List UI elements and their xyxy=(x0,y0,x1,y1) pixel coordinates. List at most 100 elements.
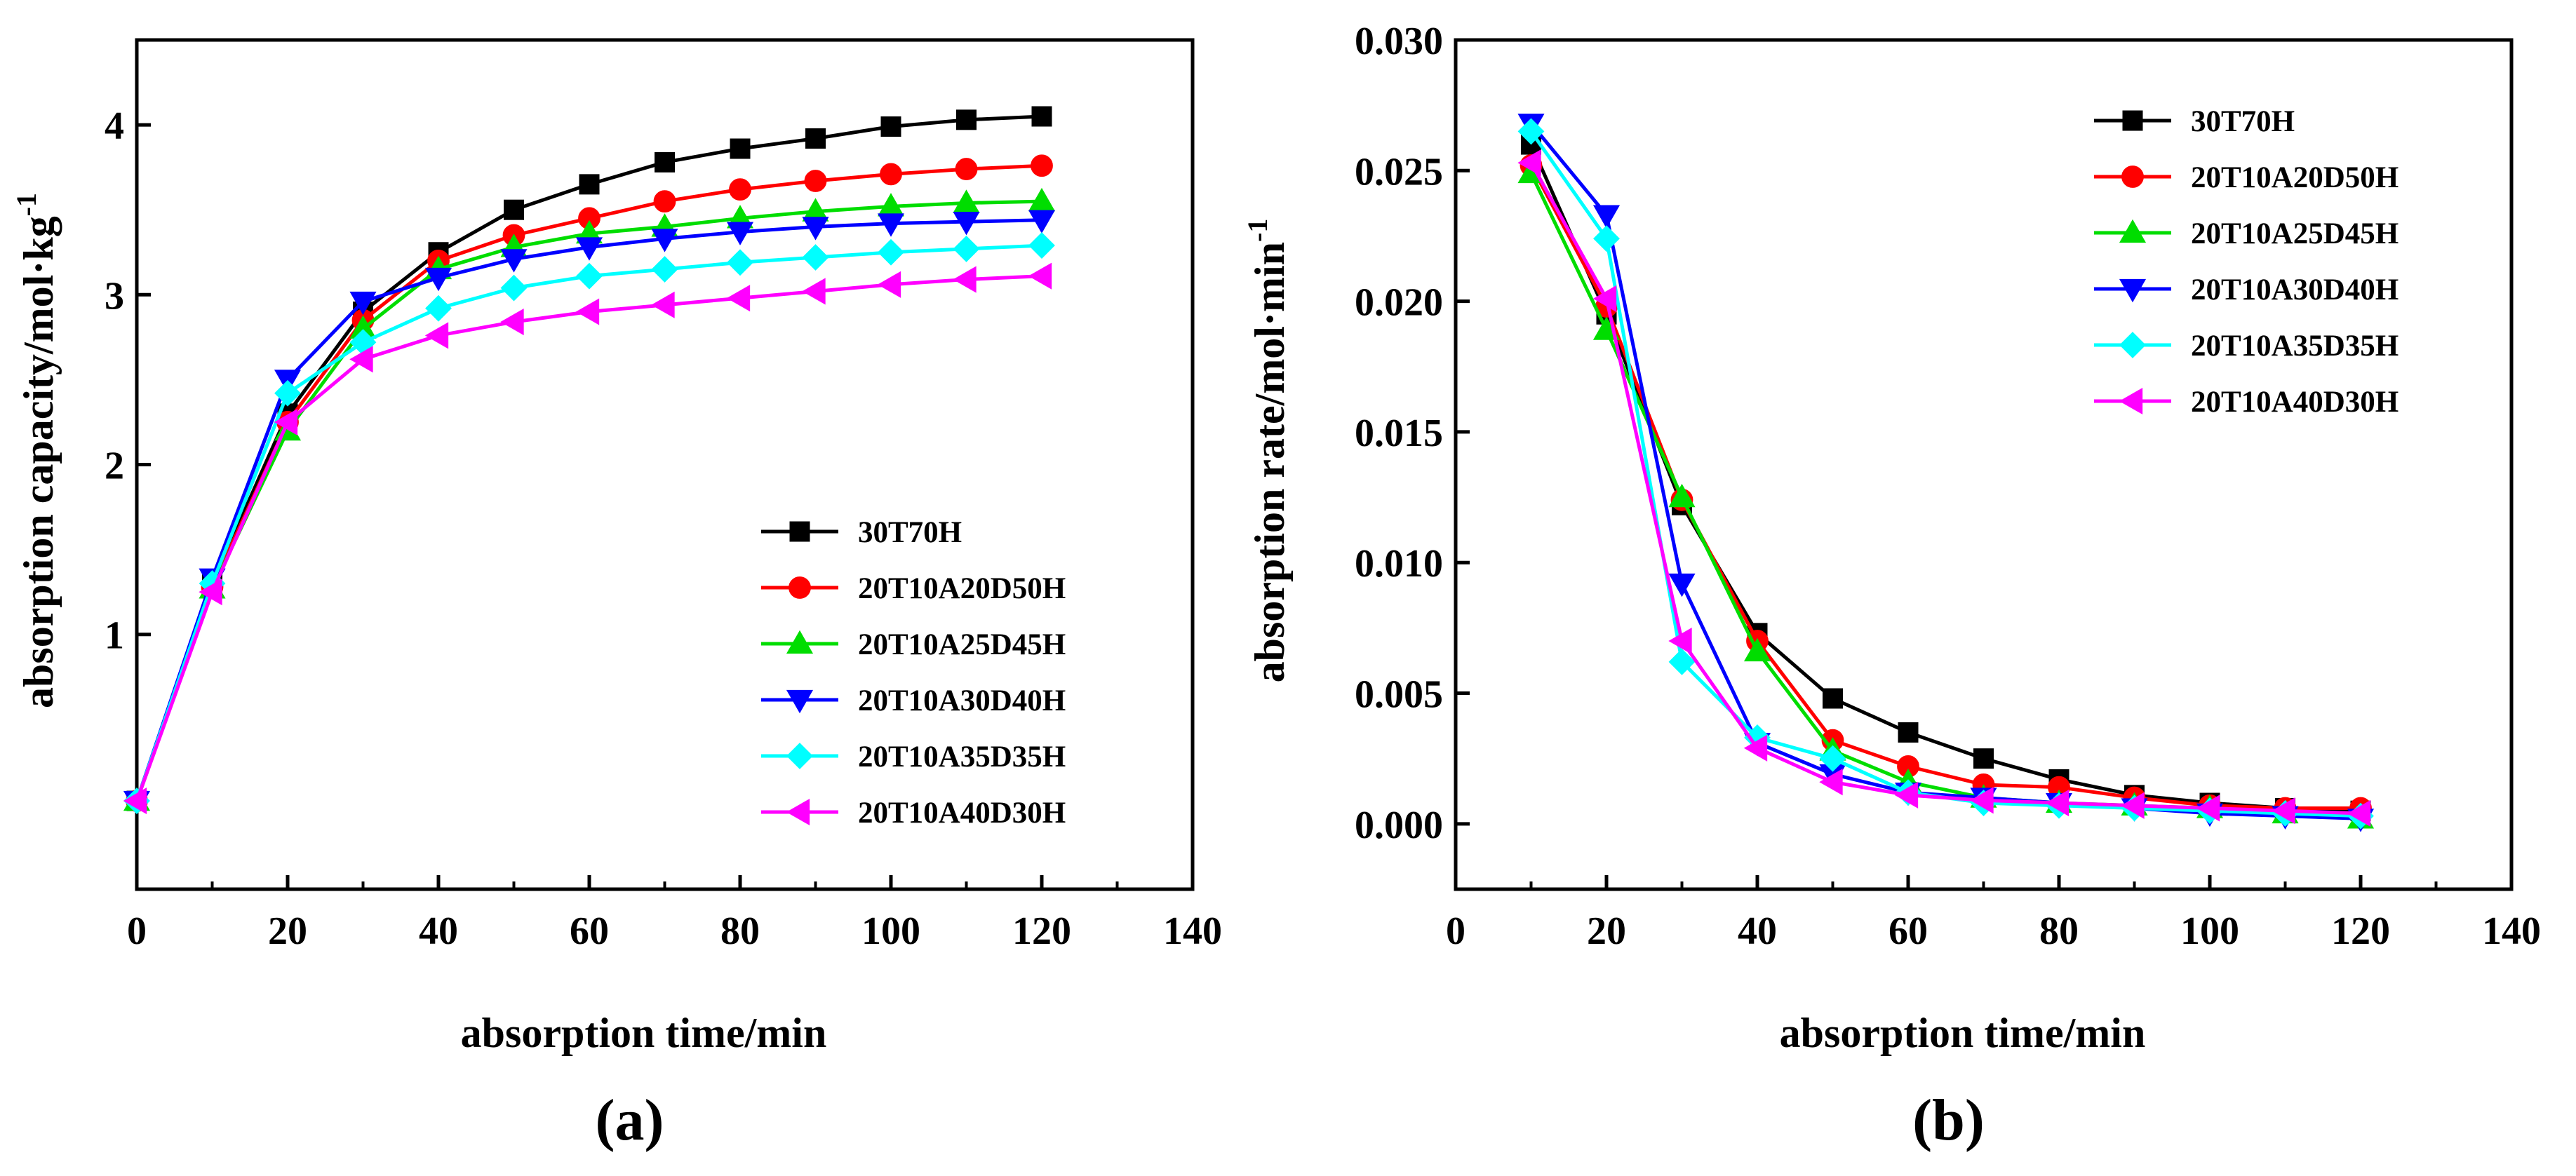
legend-label: 20T10A40D30H xyxy=(2191,386,2399,419)
data-point xyxy=(1517,118,1545,145)
x-tick-label: 140 xyxy=(1163,910,1222,953)
y-tick-label: 0.025 xyxy=(1355,150,1443,194)
data-point xyxy=(805,128,826,149)
data-point xyxy=(349,291,377,316)
data-point xyxy=(1743,734,1768,762)
data-point xyxy=(2272,797,2295,825)
data-point xyxy=(651,291,675,318)
data-point xyxy=(953,266,977,293)
data-point xyxy=(579,174,600,195)
data-point xyxy=(730,138,751,159)
x-tick-label: 0 xyxy=(1446,910,1465,953)
series-20T10A25D45H xyxy=(1517,159,2375,829)
legend-label: 30T70H xyxy=(2191,105,2295,138)
legend-label: 30T70H xyxy=(858,516,962,549)
legend-label: 20T10A20D50H xyxy=(2191,161,2399,194)
data-point xyxy=(1668,483,1696,508)
y-tick-label: 0.000 xyxy=(1355,804,1443,847)
data-point xyxy=(1592,285,1617,312)
data-point xyxy=(727,249,753,276)
panel-label: (a) xyxy=(596,1088,664,1153)
x-tick-label: 60 xyxy=(1889,910,1928,953)
x-tick-label: 120 xyxy=(2331,910,2390,953)
data-point xyxy=(1028,187,1056,212)
data-point xyxy=(956,109,977,130)
data-point xyxy=(880,163,902,186)
chart-panel-a: 0 20 40 60 80 100 120 140 1 2 3 4 absorption time/mi… xyxy=(11,38,1222,1153)
data-point xyxy=(1898,722,1919,743)
data-point xyxy=(877,271,901,298)
data-point xyxy=(500,249,528,273)
data-point xyxy=(953,212,980,236)
data-point xyxy=(802,244,829,271)
y-axis-title-main: absorption capacity/mol·kg xyxy=(15,216,62,708)
data-point xyxy=(726,285,751,312)
legend-marker xyxy=(2119,387,2143,415)
x-tick-label: 100 xyxy=(861,910,920,953)
legend-marker xyxy=(786,798,810,826)
data-point xyxy=(2045,789,2069,817)
data-point xyxy=(802,217,829,241)
chart-panel-b: 0 20 40 60 80 100 120 140 0.000 0.005 0.010 0.015 0.… xyxy=(1242,20,2541,1153)
x-axis-title: absorption time/min xyxy=(1780,1010,2146,1056)
series-20T10A30D40H xyxy=(123,210,1056,815)
data-point xyxy=(1668,648,1696,675)
x-tick-label: 140 xyxy=(2482,910,2541,953)
legend-marker xyxy=(2119,278,2147,303)
legend: 30T70H 20T10A20D50H 20T10A25D45H 20T10A30D4… xyxy=(2094,105,2399,419)
y-tick-label: 0.030 xyxy=(1355,20,1443,63)
data-point xyxy=(1743,637,1771,662)
data-point xyxy=(880,116,901,137)
y-tick-label: 0.020 xyxy=(1355,281,1443,325)
y-tick-label: 4 xyxy=(105,104,124,148)
legend-label: 20T10A20D50H xyxy=(858,572,1066,605)
data-point xyxy=(1819,769,1843,796)
data-point xyxy=(575,298,600,325)
data-point xyxy=(1970,787,1994,814)
data-point xyxy=(1668,573,1696,597)
data-point xyxy=(199,579,222,606)
data-point xyxy=(425,295,452,322)
data-point xyxy=(2196,795,2220,822)
data-point xyxy=(1973,748,1994,769)
legend-label: 20T10A30D40H xyxy=(2191,273,2399,306)
series-line xyxy=(1529,161,2361,816)
y-axis-title: absorption capacity/mol·kg-1 xyxy=(11,193,62,708)
legend-marker xyxy=(2119,219,2147,243)
y-tick-label: 0.010 xyxy=(1355,542,1443,586)
data-point xyxy=(274,379,301,407)
y-tick-label: 3 xyxy=(105,274,124,318)
legend: 30T70H 20T10A20D50H 20T10A25D45H 20T10A30D4… xyxy=(761,516,1066,830)
legend-marker xyxy=(789,521,810,542)
y-axis-title-main: absorption rate/mol·min xyxy=(1247,242,1293,682)
data-point xyxy=(653,190,676,212)
y-axis-title-superscript: -1 xyxy=(1242,219,1273,242)
legend-label: 20T10A35D35H xyxy=(2191,330,2399,363)
x-tick-label: 80 xyxy=(2039,910,2079,953)
x-tick-label: 40 xyxy=(419,910,458,953)
data-point xyxy=(655,151,675,173)
panel-label: (b) xyxy=(1912,1088,1985,1153)
series-line xyxy=(1529,122,2361,820)
series-20T10A35D35H xyxy=(123,232,1055,814)
data-point xyxy=(802,278,826,305)
data-point xyxy=(804,170,827,192)
legend-marker xyxy=(786,630,814,654)
data-point xyxy=(424,322,449,349)
y-tick-label: 1 xyxy=(105,614,124,658)
data-point xyxy=(729,178,751,201)
x-tick-label: 60 xyxy=(570,910,609,953)
x-axis-title: absorption time/min xyxy=(461,1010,827,1056)
x-tick-label: 120 xyxy=(1012,910,1071,953)
series-line xyxy=(1529,164,2361,810)
data-point xyxy=(500,308,524,336)
y-tick-label: 2 xyxy=(105,445,124,488)
data-point xyxy=(955,158,978,180)
y-axis-title: absorption rate/mol·min-1 xyxy=(1242,219,1293,683)
x-tick-label: 20 xyxy=(268,910,307,953)
data-point xyxy=(274,408,298,436)
legend-marker xyxy=(786,689,814,714)
y-tick-label: 0.005 xyxy=(1355,673,1443,717)
data-point xyxy=(1592,205,1621,229)
data-point xyxy=(123,787,147,815)
